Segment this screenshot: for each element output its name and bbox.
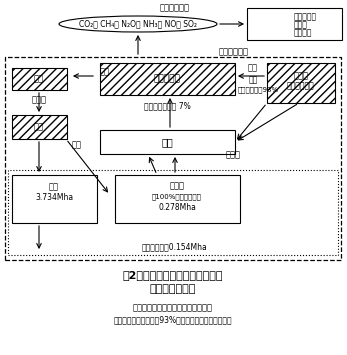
Bar: [247, 8, 342, 40]
Text: 堆肚化: 堆肚化: [32, 95, 46, 104]
Text: 3.734Mha: 3.734Mha: [35, 193, 73, 202]
Text: 濃厕飼料給与93%: 濃厕飼料給与93%: [237, 87, 279, 93]
Bar: [100, 63, 235, 95]
Text: 糞尿: 糞尿: [34, 75, 44, 83]
Text: 図2．濃厕飼料の国内畜産業への: 図2．濃厕飼料の国内畜産業への: [123, 270, 223, 280]
Text: 国内畜産業: 国内畜産業: [154, 75, 180, 83]
Text: 輸入: 輸入: [248, 76, 257, 84]
Bar: [115, 175, 240, 223]
Text: 輸送: 輸送: [248, 64, 258, 72]
Text: 酸性化: 酸性化: [294, 21, 308, 29]
Text: 0.278Mha: 0.278Mha: [158, 202, 196, 212]
Text: （100%大麦作付け）: （100%大麦作付け）: [152, 194, 202, 200]
Text: 富栄養化: 富栄養化: [294, 28, 313, 38]
Text: 耕作放棄地　0.154Mha: 耕作放棄地 0.154Mha: [142, 242, 208, 251]
Text: 新供給システム: 新供給システム: [150, 284, 196, 294]
Bar: [5, 57, 341, 260]
Bar: [12, 115, 67, 139]
Text: 排泌: 排泌: [100, 67, 110, 76]
Text: 耕地: 耕地: [49, 182, 59, 191]
Text: 堆肚: 堆肚: [34, 122, 44, 131]
Bar: [12, 175, 97, 223]
Text: 休耕地: 休耕地: [169, 181, 185, 191]
Text: CO₂， CH₄， N₂O， NH₃， NO， SO₂: CO₂， CH₄， N₂O， NH₃， NO， SO₂: [79, 20, 197, 28]
Bar: [8, 170, 338, 255]
Text: 米国産: 米国産: [294, 71, 308, 81]
Bar: [267, 63, 335, 103]
Text: 大麦: 大麦: [161, 137, 173, 147]
Text: （両システムに共通する斉線部分と: （両システムに共通する斉線部分と: [133, 304, 213, 312]
Text: 施肥: 施肥: [72, 141, 82, 149]
Text: 輸入とうもろこし量の93%については計算から除外）: 輸入とうもろこし量の93%については計算から除外）: [114, 316, 232, 324]
Bar: [12, 68, 67, 90]
Text: 作付け: 作付け: [226, 151, 241, 159]
Bar: [100, 130, 235, 154]
Text: 国産濃厕飼料料 7%: 国産濃厕飼料料 7%: [144, 102, 191, 110]
Ellipse shape: [59, 16, 217, 32]
Text: とうもろこし: とうもろこし: [287, 82, 315, 91]
Text: 環境負荷物質: 環境負荷物質: [160, 4, 190, 12]
Text: 地球温暖化: 地球温暖化: [294, 12, 317, 22]
Text: システム境界: システム境界: [219, 48, 249, 56]
